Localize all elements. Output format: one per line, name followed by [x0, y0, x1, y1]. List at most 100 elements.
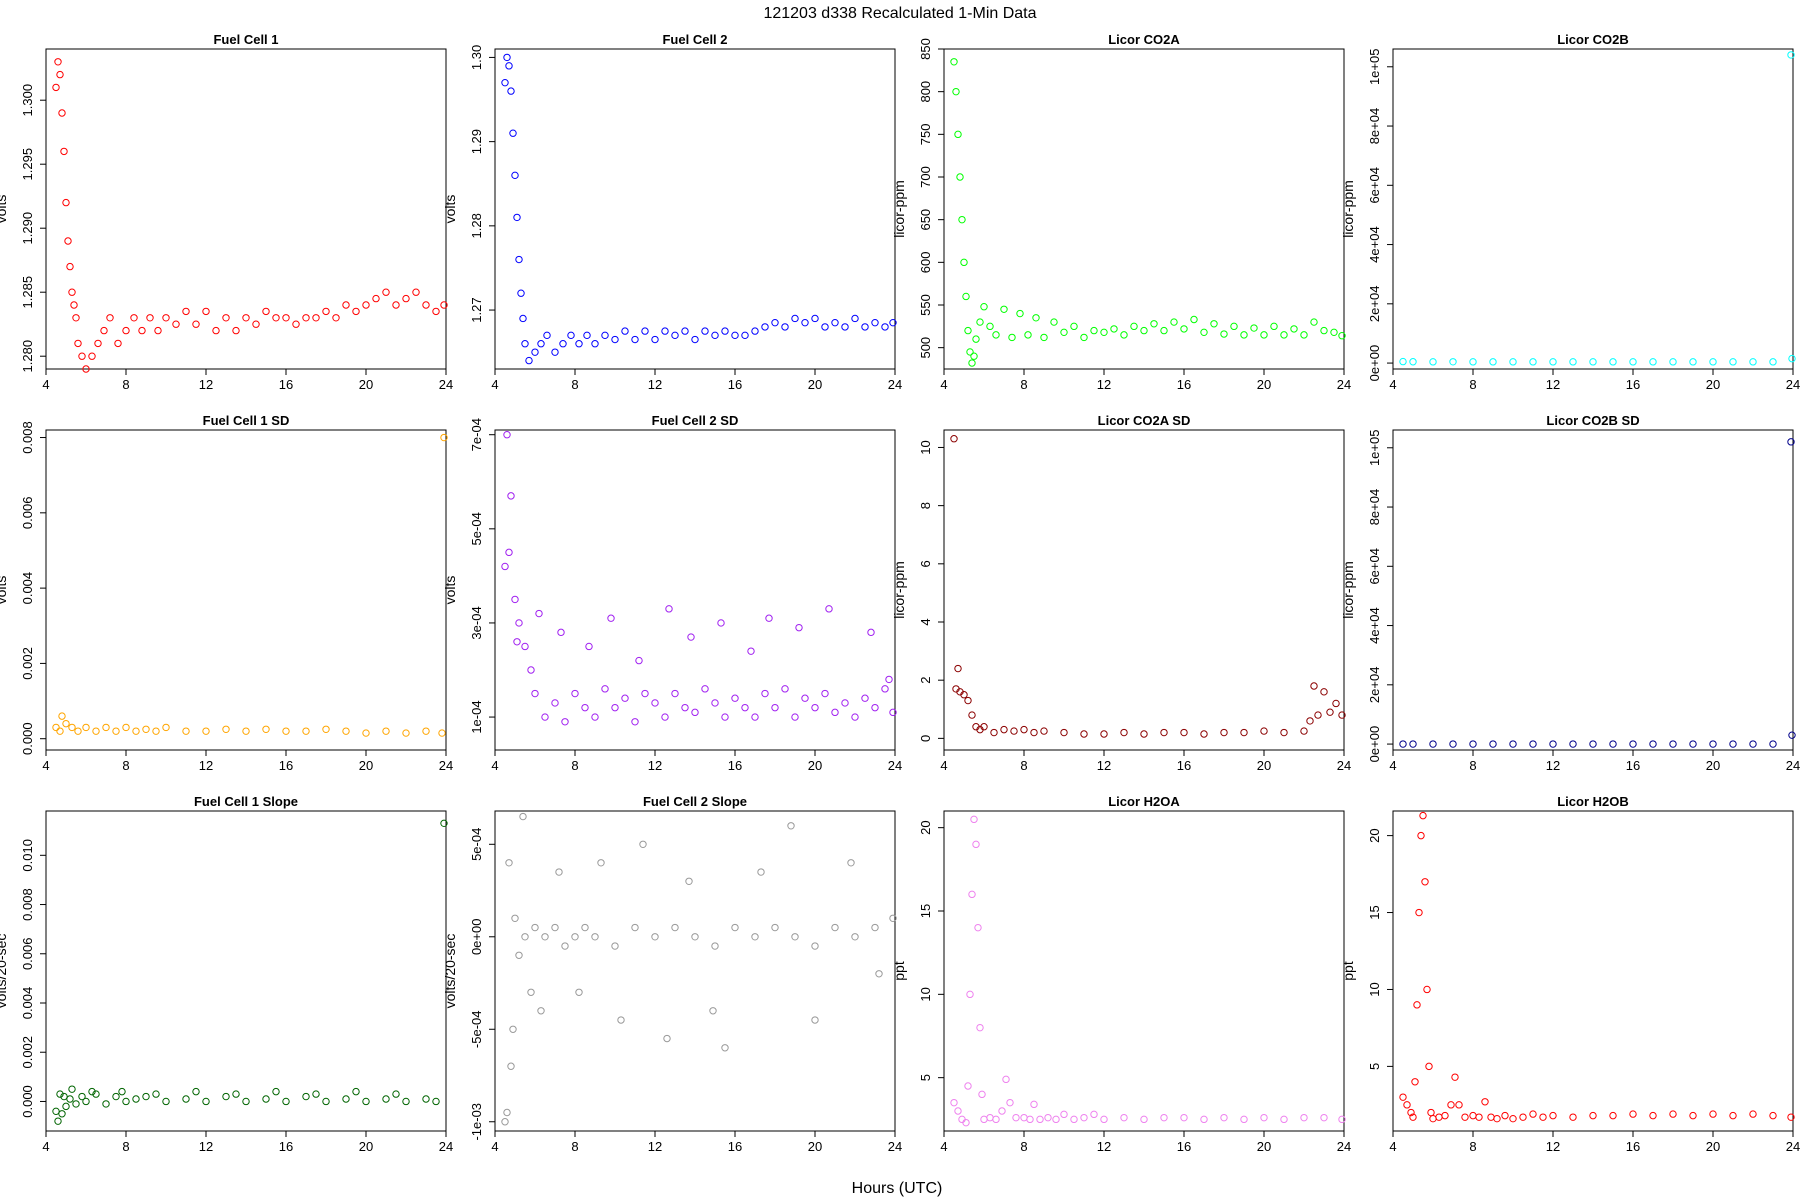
data-point: [1170, 318, 1178, 326]
plot-frame: [45, 810, 447, 1132]
data-point: [154, 326, 162, 335]
data-point: [56, 70, 64, 79]
data-point: [986, 322, 994, 331]
data-point: [671, 923, 679, 932]
data-point: [711, 331, 719, 340]
y-tick-label: 650: [918, 209, 933, 231]
data-point: [974, 923, 982, 932]
data-point: [1539, 1113, 1547, 1121]
data-point: [521, 340, 529, 348]
x-tick-label: 4: [940, 377, 947, 392]
data-point: [509, 1025, 517, 1033]
data-point: [382, 1095, 390, 1103]
data-point: [1529, 740, 1537, 748]
data-point: [122, 326, 130, 335]
data-point: [1240, 331, 1248, 339]
data-point: [142, 1092, 150, 1101]
y-tick-label: 1.300: [20, 84, 35, 117]
y-axis-label: volts/20-sec: [442, 934, 458, 1009]
data-point: [1549, 1111, 1557, 1120]
x-tick-label: 4: [940, 1139, 947, 1154]
data-point: [731, 331, 739, 340]
data-point: [440, 301, 448, 309]
data-point: [1689, 1111, 1697, 1120]
data-point: [1788, 354, 1796, 363]
data-point: [555, 868, 563, 876]
data-point: [1569, 740, 1577, 748]
data-point: [583, 331, 591, 340]
y-tick-label: 8e+04: [1367, 108, 1382, 145]
y-axis: 500 550 600 650 700 750 800 850: [918, 38, 944, 359]
data-point: [771, 703, 779, 712]
x-tick-label: 16: [1177, 1139, 1191, 1154]
data-point: [242, 1097, 250, 1106]
data-point: [242, 314, 250, 322]
data-point: [1320, 1113, 1328, 1122]
data-point: [162, 723, 170, 732]
data-point: [1787, 438, 1795, 446]
y-tick-label: 20: [918, 820, 933, 834]
data-point: [505, 62, 513, 70]
data-point: [162, 1097, 170, 1106]
data-points: [1399, 438, 1796, 748]
data-point: [1493, 1114, 1501, 1123]
y-axis-label: ppt: [891, 961, 907, 981]
x-tick-label: 24: [1337, 758, 1351, 773]
data-point: [543, 331, 551, 340]
data-point: [302, 727, 310, 735]
data-point: [362, 1097, 370, 1106]
data-point: [1669, 358, 1677, 366]
plot-frame: [943, 810, 1345, 1132]
data-point: [362, 729, 370, 737]
data-point: [106, 314, 114, 322]
data-point: [1419, 811, 1427, 820]
y-tick-label: 20: [1367, 828, 1382, 842]
panel-title: Fuel Cell 1: [213, 32, 278, 47]
data-point: [1447, 1101, 1455, 1109]
data-point: [811, 942, 819, 950]
data-point: [1421, 878, 1429, 886]
x-axis: 4 8 12 16 20 24: [940, 369, 1351, 392]
x-tick-label: 24: [1786, 1139, 1800, 1154]
data-point: [701, 685, 709, 693]
data-point: [1769, 740, 1777, 748]
data-point: [992, 1115, 1000, 1124]
data-point: [651, 933, 659, 941]
y-tick-label: 5: [918, 1074, 933, 1081]
data-point: [964, 326, 972, 335]
data-point: [1509, 740, 1517, 748]
data-point: [312, 314, 320, 322]
data-point: [1090, 326, 1098, 335]
data-point: [1629, 740, 1637, 748]
data-point: [1403, 1101, 1411, 1109]
y-tick-label: 0.010: [20, 839, 35, 872]
data-point: [382, 727, 390, 735]
y-axis: 0 2 4 6 8 10: [918, 440, 944, 742]
plot-frame: [494, 429, 896, 751]
x-tick-label: 16: [279, 377, 293, 392]
data-point: [980, 303, 988, 311]
x-tick-label: 24: [1786, 377, 1800, 392]
x-tick-label: 4: [42, 758, 49, 773]
data-point: [1519, 1113, 1527, 1121]
y-tick-label: 1.285: [20, 276, 35, 309]
data-point: [74, 339, 82, 348]
y-tick-label: 5e-04: [469, 828, 484, 861]
data-points: [52, 819, 448, 1125]
data-point: [747, 647, 755, 655]
data-point: [438, 729, 446, 737]
panel-8: Licor CO2B SD licor-ppm 4 8 12 16 20 24 0e+00 2e+…: [1340, 413, 1800, 773]
data-point: [631, 335, 639, 344]
data-point: [711, 699, 719, 707]
data-point: [130, 314, 138, 322]
y-tick-label: 500: [918, 337, 933, 359]
y-tick-label: 0.002: [20, 1036, 35, 1069]
data-point: [1080, 730, 1088, 738]
data-point: [1180, 728, 1188, 737]
data-point: [1260, 331, 1268, 339]
data-point: [687, 633, 695, 641]
y-tick-label: 0.004: [20, 987, 35, 1020]
x-axis: 4 8 12 16 20 24: [940, 750, 1351, 773]
data-point: [597, 859, 605, 867]
data-point: [527, 988, 535, 996]
